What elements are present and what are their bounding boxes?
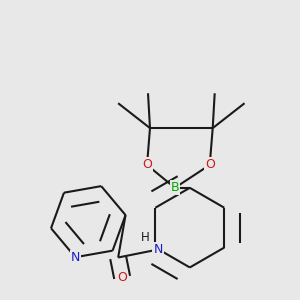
Text: B: B: [171, 181, 179, 194]
Text: N: N: [71, 251, 80, 264]
Text: O: O: [205, 158, 215, 171]
Text: H: H: [141, 231, 149, 244]
Text: O: O: [142, 158, 152, 171]
Text: O: O: [117, 271, 127, 284]
Text: N: N: [153, 243, 163, 256]
